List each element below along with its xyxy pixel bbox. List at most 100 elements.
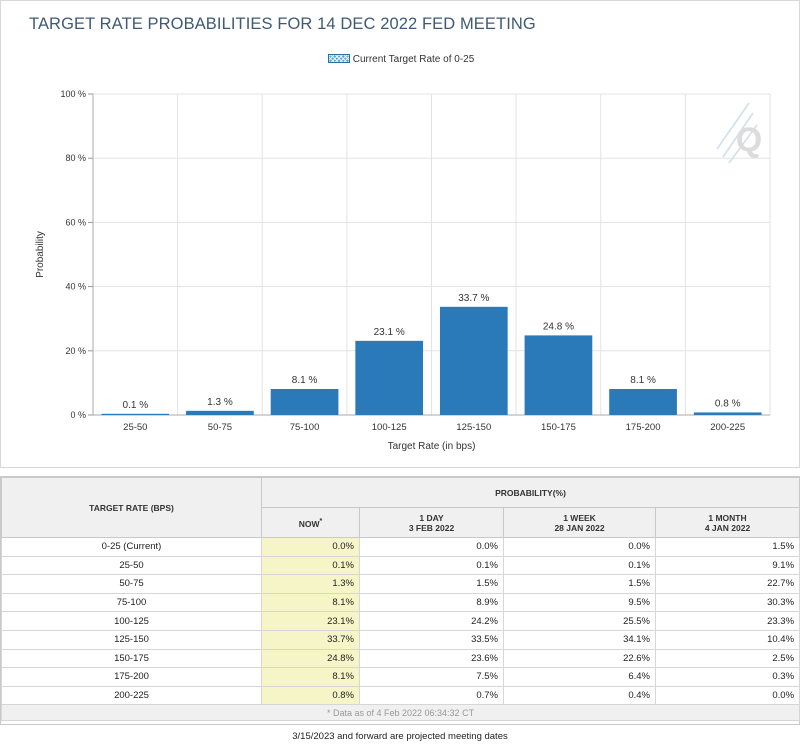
rate-cell: 25-50 [1,555,262,576]
probability-cell: 33.7% [261,629,360,650]
probability-cell: 1.3% [261,574,360,594]
table-row: 50-75 1.3% 1.5% 1.5% 22.7% [1,574,800,594]
x-tick-label: 150-175 [541,422,576,433]
column-header-line1: 1 MONTH [708,512,747,523]
rate-cell: 150-175 [1,648,262,669]
rate-cell: 100-125 [1,611,262,631]
probability-cell: 1.5% [359,574,504,594]
logo-stroke [722,112,754,158]
probability-cell: 0.0% [503,537,656,557]
table-row: 125-150 33.7% 33.5% 34.1% 10.4% [1,629,800,650]
probability-cell: 0.7% [359,685,504,706]
probability-cell: 24.8% [261,648,360,669]
y-tick-label: 80 % [65,153,86,163]
y-tick-label: 40 % [65,282,86,292]
probability-cell: 10.4% [654,629,800,650]
column-header-line1: 1 WEEK [563,512,596,523]
x-tick-label: 75-100 [290,422,320,433]
probability-cell: 23.3% [654,611,800,631]
y-tick-label: 60 % [65,217,86,227]
rate-cell: 125-150 [1,629,262,650]
x-tick-label: 50-75 [208,422,232,433]
table-row: 175-200 8.1% 7.5% 6.4% 0.3% [1,667,800,687]
probability-cell: 30.3% [654,592,800,613]
probability-cell: 7.5% [359,667,504,687]
column-header-3: 1 MONTH 4 JAN 2022 [654,507,800,538]
probability-table-panel: TARGET RATE (BPS) PROBABILITY(%) NOW* 1 D… [0,476,800,725]
probability-cell: 22.7% [654,574,800,594]
probability-cell: 0.1% [359,555,504,576]
bar-data-label: 8.1 % [292,375,318,386]
bar-data-label: 23.1 % [374,327,405,338]
bar-data-label: 33.7 % [458,293,489,304]
bar-50-75 [186,410,254,415]
legend-label: Current Target Rate of 0-25 [352,54,475,65]
y-tick-label: 100 % [60,89,86,99]
bar-100-125 [355,340,424,415]
probability-table: TARGET RATE (BPS) PROBABILITY(%) NOW* 1 D… [0,477,800,722]
table-row: 150-175 24.8% 23.6% 22.6% 2.5% [1,648,800,669]
probability-cell: 0.1% [261,555,360,576]
column-header-0: NOW* [261,507,360,538]
probability-cell: 9.1% [654,555,800,576]
y-tick-label: 20 % [65,346,86,356]
probability-cell: 2.5% [654,648,800,669]
probability-cell: 0.8% [261,685,360,706]
x-tick-label: 200-225 [710,422,745,433]
chart-title: TARGET RATE PROBABILITIES FOR 14 DEC 202… [29,15,536,33]
column-header-line1: NOW [298,518,320,529]
probability-cell: 1.5% [503,574,656,594]
probability-header: PROBABILITY(%) [260,477,800,508]
y-tick-label: 0 % [70,410,86,420]
table-row: 0-25 (Current) 0.0% 0.0% 0.0% 1.5% [1,537,800,557]
column-header-1: 1 DAY 3 FEB 2022 [359,507,504,538]
table-row: 200-225 0.8% 0.7% 0.4% 0.0% [1,685,800,706]
bar-150-175 [524,335,593,415]
column-header-line2: 4 JAN 2022 [704,522,751,533]
bar-200-225 [693,412,762,415]
rate-cell: 175-200 [1,667,262,687]
probability-cell: 1.5% [654,537,800,557]
bar-data-label: 0.8 % [715,398,741,409]
table-row: 25-50 0.1% 0.1% 0.1% 9.1% [1,555,800,576]
column-header-line2: 3 FEB 2022 [408,522,455,533]
probability-cell: 8.1% [261,592,360,613]
probability-cell: 23.6% [359,648,504,669]
table-row: 75-100 8.1% 8.9% 9.5% 30.3% [1,592,800,613]
probability-cell: 0.3% [654,667,800,687]
column-header-sup: * [319,516,323,525]
logo-letter: Q [736,121,762,159]
probability-cell: 34.1% [503,629,656,650]
probability-cell: 8.1% [261,667,360,687]
probability-cell: 22.6% [503,648,656,669]
column-header-line2: 28 JAN 2022 [554,522,605,533]
probability-cell: 0.1% [503,555,656,576]
x-tick-label: 125-150 [456,422,491,433]
legend-swatch [327,54,350,63]
column-header-line1: 1 DAY [419,512,444,523]
probability-cell: 23.1% [261,611,360,631]
probability-cell: 24.2% [359,611,504,631]
bar-25-50 [101,413,170,415]
probability-cell: 0.0% [261,537,360,557]
bar-175-200 [609,388,677,415]
data-timestamp-note: * Data as of 4 Feb 2022 06:34:32 CT [0,704,800,722]
probability-cell: 0.0% [359,537,504,557]
rate-cell: 75-100 [1,592,262,613]
column-header-2: 1 WEEK 28 JAN 2022 [503,507,656,538]
rate-cell: 200-225 [1,685,262,706]
probability-cell: 25.5% [503,611,656,631]
cme-q-logo: Q [716,102,762,164]
x-tick-label: 175-200 [626,422,661,433]
bar-data-label: 24.8 % [543,321,574,332]
table-row: 100-125 23.1% 24.2% 25.5% 23.3% [1,611,800,631]
footer-note: 3/15/2023 and forward are projected meet… [292,731,508,742]
x-tick-label: 25-50 [123,422,147,433]
chart-legend[interactable]: Current Target Rate of 0-25 [1,54,800,65]
bar-chart: 0 % 20 % 40 % 60 % 80 % 100 % 0.1 % 25-50 1.3 % 5… [35,89,771,452]
rate-cell: 50-75 [1,574,262,594]
probability-cell: 9.5% [503,592,656,613]
rate-column-header: TARGET RATE (BPS) [1,477,262,538]
x-axis-title: Target Rate (in bps) [388,441,476,452]
bar-data-label: 1.3 % [207,397,233,408]
